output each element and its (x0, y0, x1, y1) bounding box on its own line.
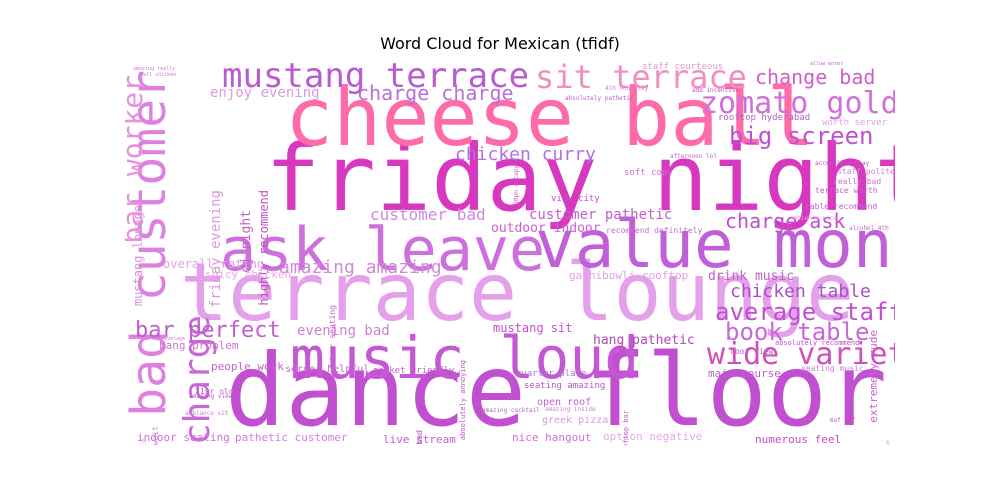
word-gachibowli-rooftop: gachibowli rooftop (569, 269, 688, 282)
word-ambiance-sit: ambiance sit (185, 410, 229, 417)
word-absolutely-pathetic: absolutely pathetic (565, 95, 634, 102)
word-actually-average: actually average (885, 440, 891, 445)
word-soft-copy: soft copy (624, 168, 673, 178)
word-option-negative: option negative (603, 430, 702, 443)
word-customer-bad: customer bad (370, 205, 486, 224)
word-drink-music: drink music (708, 269, 794, 284)
word-absolutely-annoying: absolutely annoying (459, 360, 467, 440)
word-average-staff: average staff (715, 298, 895, 326)
word-amazing-amazing: amazing amazing (279, 257, 442, 278)
word-staff-polite: staff polite (837, 167, 895, 176)
word-worth-server: worth server (822, 118, 888, 128)
word-evening-bad: evening bad (297, 323, 390, 339)
word-staff-courteous: staff courteous (642, 62, 723, 72)
word-music-loud: music loud (290, 324, 639, 392)
word-big-screen: big screen (729, 122, 874, 150)
word-numerous-feel: numerous feel (755, 433, 841, 445)
word-main-course: main course (708, 367, 781, 380)
word-hang-problem: hang problem (159, 339, 239, 352)
word-chicken-table: chicken table (730, 281, 871, 302)
word-afternoon-lol: afternoon lol (670, 153, 717, 160)
word-accessible-okay: accessible okay (815, 160, 870, 167)
word-average-average: average average (140, 336, 185, 342)
word-quarter-plate: quarter plate (516, 369, 586, 379)
word-really-bad: really bad (833, 177, 881, 186)
word-live-stream: live stream (383, 433, 456, 445)
word-dance-floor: dance floor (225, 332, 887, 445)
word-extremely-rude: extremely rude (867, 330, 880, 423)
word-rooftop-hyderabad: rooftop hyderabad (718, 113, 810, 123)
word-ask-leave: ask leave (220, 215, 545, 285)
word-indoor-seating: indoor seating (137, 431, 230, 444)
word-terrace-lounge: terrace lounge (180, 246, 854, 339)
word-30pm-occupy: 30pm occupy (513, 165, 520, 205)
word-allow-enter: allow enter (810, 61, 843, 67)
word-rooftop-bar: rooftop bar (622, 410, 630, 445)
word-worth-wait: worth wait (151, 426, 160, 445)
word-open-roof: open roof (537, 397, 591, 408)
word-pocket-friendly: pocket friendly (373, 366, 455, 376)
word-table-recommend: table recommend (805, 202, 877, 211)
word-ball-chicken: ball chicken (140, 72, 176, 78)
word-pathetic-customer: pathetic customer (235, 431, 348, 444)
word-charge-charge: charge charge (357, 81, 514, 105)
word-greek-pizza: greek pizza (542, 415, 608, 426)
word-seating-amazing: seating amazing (524, 381, 605, 391)
word-people-work: people work (211, 360, 284, 373)
word-hang-pathetic: hang pathetic (593, 333, 695, 348)
word-value-money: value money (535, 206, 895, 283)
word-wide-variety: wide variety (707, 337, 895, 372)
word-highly-recommend: highly recommend (257, 190, 271, 306)
word-pay-charge: pay charge (177, 315, 218, 445)
word-cloud: dance floor friday night cheese ball terrac… (125, 60, 895, 445)
word-add-incentive: add incentive (692, 87, 739, 94)
word-enjoy-evening: enjoy evening (210, 85, 320, 101)
word-mustang-terrace: mustang terrace (222, 60, 529, 96)
word-terrace-worth: terrace worth (815, 186, 878, 195)
word-book-table: book table (725, 318, 870, 346)
word-friday-night: friday night (265, 125, 895, 232)
word-change-bad: change bad (755, 65, 875, 89)
word-dj-night: dj night (239, 210, 254, 273)
word-server-helpful: server helpful (285, 364, 369, 375)
word-6of-sof: 6of sof (830, 417, 856, 424)
word-amazing-really: amazing really (133, 66, 175, 72)
word-spicy-chicken: spicy chicken (205, 268, 291, 281)
word-zomato-gold: zomato gold (700, 86, 895, 121)
word-recommend-definitely: recommend definitely (606, 226, 703, 235)
word-amazing-cocktail: amazing cocktail (482, 407, 540, 414)
word-roof-view: roof view (730, 347, 774, 356)
word-vargin-mojito: vargin mojito (139, 438, 148, 445)
word-nice-hangout: nice hangout (512, 431, 591, 444)
word-21yr-old: 21yr old (195, 387, 234, 396)
word-friday-evening: friday evening (208, 190, 224, 308)
word-bar-perfect: bar perfect (135, 318, 281, 343)
word-overall-rating: overall rating (163, 257, 264, 271)
word-view-city: view city (551, 194, 600, 204)
word-mustang-lounge: mustang lounge (131, 205, 145, 306)
word-ambience-nice: ambience nice (790, 215, 837, 222)
word-charge-ask: charge ask (725, 209, 845, 233)
word-bad-customer: bad customer (125, 70, 177, 417)
word-4th-honestly: 4th honestly (605, 85, 649, 92)
word-customer-pathetic: customer pathetic (529, 207, 672, 223)
word-alcohol-4th: alcohol 4th (849, 225, 889, 232)
word-outdoor-seating: outdoor seating (328, 305, 337, 377)
chart-title: Word Cloud for Mexican (tfidf) (380, 34, 620, 53)
word-amazing-inside: amazing inside (545, 406, 596, 413)
word-chicken-curry: chicken curry (455, 144, 596, 165)
word-outdoor-indoor: outdoor indoor (491, 221, 601, 236)
word-sit-terrace: sit terrace (535, 60, 747, 96)
word-absolutely-recommend: absolutely recommend (775, 339, 859, 347)
word-mustang-sit: mustang sit (493, 321, 572, 335)
word-seating-music: seating music (801, 364, 864, 373)
word-cheese-ball: cheese ball (285, 71, 815, 164)
word-bar-worker: bar worker (125, 75, 149, 244)
word-amazing-view: amazing view (189, 393, 233, 400)
word-management-bad: management bad (415, 430, 424, 445)
